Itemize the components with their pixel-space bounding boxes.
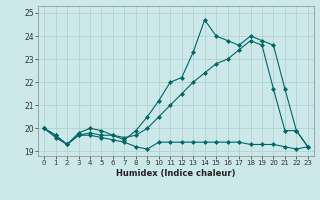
X-axis label: Humidex (Indice chaleur): Humidex (Indice chaleur) [116, 169, 236, 178]
